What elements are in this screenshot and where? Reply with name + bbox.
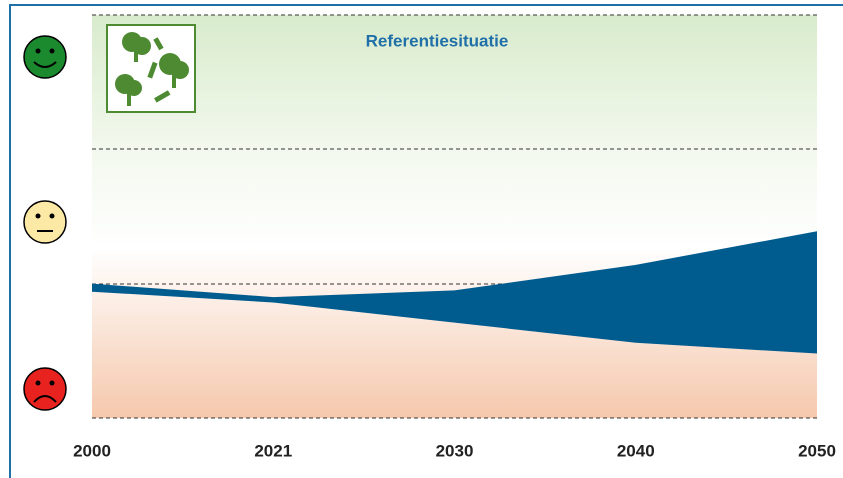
smiley-sad — [23, 367, 67, 411]
plot-background — [92, 15, 817, 418]
smiley-neutral — [23, 200, 67, 244]
chart-title: Referentiesituatie — [366, 31, 509, 50]
x-tick-label: 2000 — [73, 441, 111, 460]
x-tick-label: 2021 — [254, 441, 292, 460]
frame — [9, 4, 843, 478]
x-tick-label: 2030 — [436, 441, 474, 460]
forest-icon — [106, 24, 196, 113]
smiley-happy — [23, 35, 67, 79]
x-tick-label: 2040 — [617, 441, 655, 460]
x-tick-label: 2050 — [798, 441, 836, 460]
band-area — [92, 231, 817, 354]
